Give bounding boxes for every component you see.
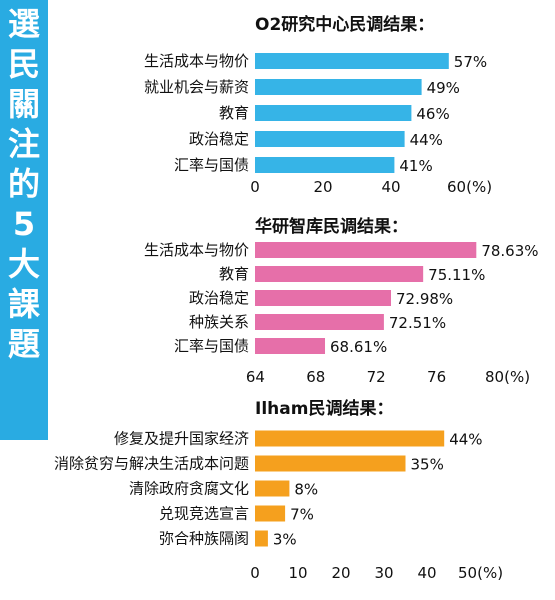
side-title-char: 課 [7,285,40,323]
tick-label: 60(%) [447,178,492,196]
bar [255,79,422,95]
value-label: 72.98% [396,290,453,308]
value-label: 72.51% [389,314,446,332]
category-label: 教育 [219,265,249,283]
category-label: 教育 [219,104,249,122]
value-label: 35% [411,456,444,474]
value-label: 7% [290,506,314,524]
category-label: 生活成本与物价 [144,241,249,259]
bar [255,530,268,547]
tick-label: 20 [331,564,350,582]
side-title-bar [0,0,48,440]
tick-label: 0 [250,178,260,196]
chart-title: 华研智库民调结果： [255,216,408,237]
bar [255,266,424,282]
chart-title: O2研究中心民调结果： [255,14,434,35]
tick-label: 50(%) [458,564,503,582]
value-label: 68.61% [330,338,387,356]
side-title-char: 選 [7,5,40,43]
value-label: 46% [416,105,449,123]
value-label: 8% [294,481,318,499]
tick-label: 76 [427,368,446,386]
bar [255,53,449,69]
side-title-char: 大 [7,245,40,283]
value-label: 57% [454,53,487,71]
category-label: 政治稳定 [189,130,249,148]
bar [255,242,477,258]
side-title-char: 的 [7,165,40,203]
bar [255,131,405,147]
side-title-char: 民 [7,45,40,83]
category-label: 汇率与国债 [174,337,249,355]
chart-3: Ilham民调结果： 修复及提升国家经济 44% 消除贫穷与解决生活成本问题 35% 清除… [54,398,503,582]
tick-label: 10 [288,564,307,582]
category-label: 消除贫穷与解决生活成本问题 [54,455,249,473]
tick-label: 30 [374,564,393,582]
bar [255,505,286,522]
chart-1: O2研究中心民调结果： 生活成本与物价 57% 就业机会与薪资 49% 教育 46% 政治稳定… [144,14,492,196]
bar [255,455,406,472]
side-title: 選 民 關 注 的 5 大 課 題 [0,4,48,364]
bar [255,157,395,173]
category-label: 弥合种族隔阂 [159,530,249,548]
chart-title: Ilham民调结果： [255,398,393,419]
category-label: 兑现竞选宣言 [159,505,249,523]
tick-label: 68 [306,368,325,386]
side-title-char: 關 [7,85,40,123]
tick-label: 72 [367,368,386,386]
category-label: 修复及提升国家经济 [114,430,249,448]
category-label: 种族关系 [189,313,249,331]
side-title-char: 5 [12,205,36,243]
side-title-char: 注 [7,125,40,163]
bar [255,338,326,354]
bar [255,480,290,497]
tick-label: 0 [250,564,260,582]
value-label: 78.63% [481,242,538,260]
tick-label: 64 [246,368,265,386]
value-label: 49% [427,79,460,97]
category-label: 就业机会与薪资 [144,78,249,96]
tick-label: 40 [417,564,436,582]
category-label: 清除政府贪腐文化 [129,480,249,498]
bar [255,290,391,306]
category-label: 生活成本与物价 [144,52,249,70]
value-label: 41% [399,157,432,175]
value-label: 75.11% [428,266,485,284]
value-label: 44% [410,131,443,149]
bar [255,314,384,330]
value-label: 44% [449,431,482,449]
tick-label: 20 [313,178,332,196]
chart-2: 华研智库民调结果： 生活成本与物价 78.63% 教育 75.11% 政治稳定 72.98%… [144,216,539,386]
bar [255,430,445,447]
category-label: 政治稳定 [189,289,249,307]
category-label: 汇率与国债 [174,156,249,174]
side-title-char: 題 [7,325,40,363]
tick-label: 40 [381,178,400,196]
tick-label: 80(%) [485,368,530,386]
value-label: 3% [273,531,297,549]
bar [255,105,412,121]
